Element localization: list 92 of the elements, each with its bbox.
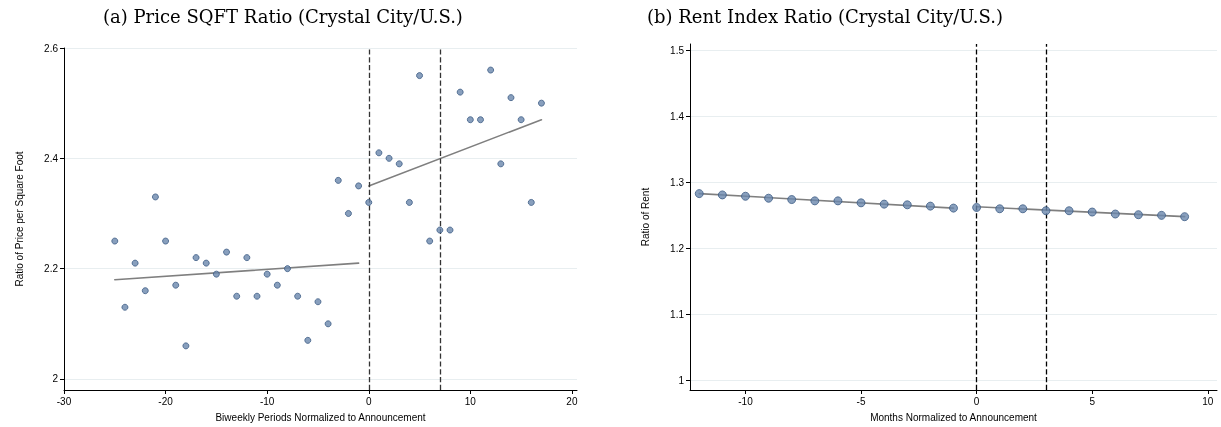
point [131,259,139,267]
chart-title: (a) Price SQFT Ratio (Crystal City/U.S.) [103,5,463,27]
y-tick-label: 2.2 [44,263,59,275]
x-tick-label: 5 [1089,395,1096,407]
point [273,281,281,289]
x-axis-title: Months Normalized to Announcement [870,411,1038,423]
point [314,298,322,306]
point [879,199,889,209]
point [385,154,393,162]
y-tick-label: 2 [52,373,59,385]
x-tick-label: -10 [259,395,275,407]
point [151,193,159,201]
point [294,292,302,300]
point [436,226,444,234]
x-tick-label: -10 [738,395,754,407]
point [1087,207,1097,217]
point [717,190,727,200]
x-tick-label: 20 [566,395,578,407]
point [162,237,170,245]
y-tick-label: 1 [678,374,685,386]
point [283,265,291,273]
point [833,196,843,206]
point [192,254,200,262]
point [355,182,363,190]
point [949,203,958,213]
point [223,248,231,256]
x-tick-label: 10 [1202,395,1214,407]
point [1110,209,1120,219]
point [253,292,261,300]
point [375,149,383,157]
point [1133,210,1143,220]
point [212,270,220,278]
point [446,226,454,234]
point [1157,210,1167,220]
point [344,209,352,217]
point [426,237,434,245]
point [365,198,373,206]
y-tick-label: 2.4 [44,152,59,164]
point [1018,204,1028,214]
point [764,193,774,203]
y-tick-label: 1.1 [670,308,685,320]
point [263,270,271,278]
point [466,116,474,124]
x-tick-label: -20 [158,395,174,407]
point [1064,206,1074,216]
x-tick-label: 10 [464,395,477,407]
point [395,160,403,168]
point [995,204,1005,214]
point [694,189,704,199]
point [233,292,241,300]
point [856,198,866,208]
point [456,88,464,96]
y-tick-label: 2.6 [44,42,59,54]
point [121,303,129,311]
point [487,66,495,74]
y-axis-title: Ratio of Rent [639,187,651,247]
point [304,336,312,344]
point [324,320,332,328]
y-tick-label: 1.5 [670,45,685,57]
point [202,259,210,267]
point [416,72,424,80]
point [925,201,935,211]
y-tick-label: 1.3 [670,176,685,188]
point [1041,206,1051,216]
point [740,191,750,201]
x-tick-label: -5 [856,395,866,407]
x-axis-title: Biweekly Periods Normalized to Announcement [215,411,426,423]
point [972,202,982,212]
point [902,200,912,210]
point [334,176,342,184]
x-tick-label: 0 [973,395,980,407]
point [507,94,515,102]
point [497,160,505,168]
chart-title: (b) Rent Index Ratio (Crystal City/U.S.) [647,5,1003,27]
point [810,196,820,206]
point [527,198,535,206]
point [172,281,180,289]
y-tick-label: 1.2 [670,242,685,254]
x-tick-label: -30 [56,395,72,407]
point [537,99,545,107]
point [141,287,149,295]
point [111,237,119,245]
point [405,198,413,206]
point [517,116,525,124]
point [243,254,251,262]
point [1180,212,1190,222]
y-tick-label: 1.4 [670,111,685,122]
point [182,342,190,350]
point [477,116,484,124]
point [787,195,797,205]
y-axis-title: Ratio of Price per Square Foot [13,151,25,287]
x-tick-label: 0 [365,395,372,407]
